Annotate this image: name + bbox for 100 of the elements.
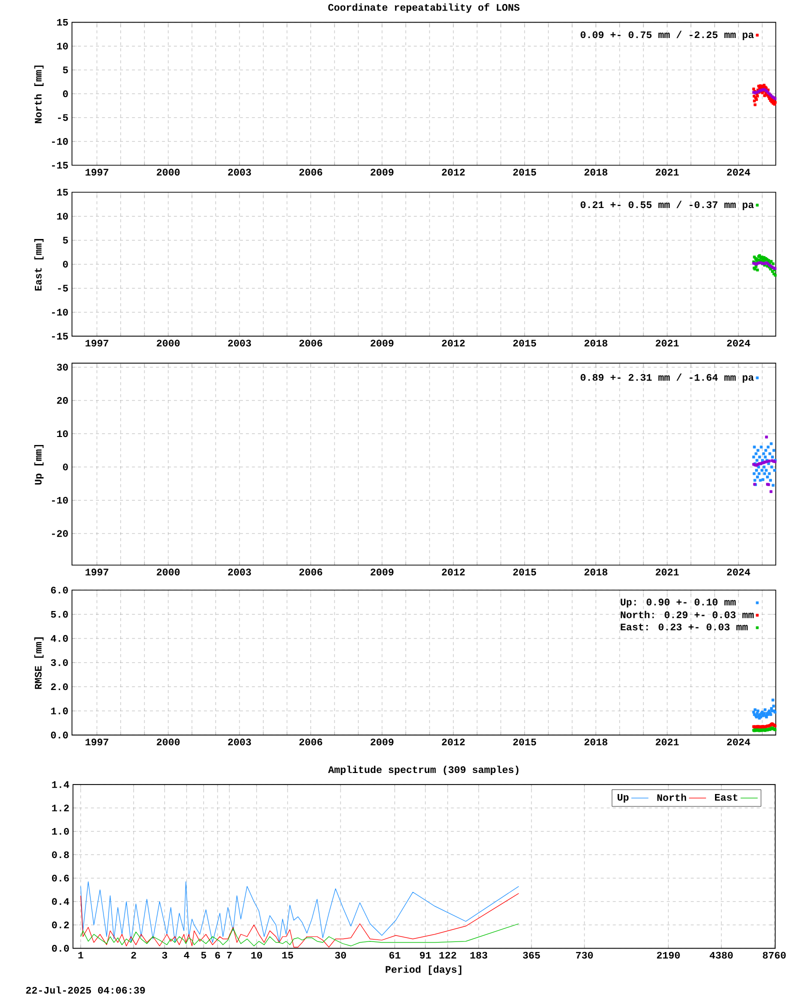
legend-label: 0.89 +- 2.31 mm / -1.64 mm pa <box>580 373 754 383</box>
x-tick-label: 61 <box>390 952 400 959</box>
x-tick-label: 1 <box>78 952 84 958</box>
x-tick-label: 5 <box>201 952 206 959</box>
y-tick-label: 30 <box>57 364 68 371</box>
y-tick-label: 0.0 <box>51 732 68 738</box>
x-tick-label: 8760 <box>762 952 786 959</box>
x-tick-label: 2003 <box>228 738 252 746</box>
y-tick-label: 15 <box>57 18 68 26</box>
y-tick-label: -15 <box>52 332 68 340</box>
x-tick-label: 2 <box>131 952 136 959</box>
x-tick-label: 3 <box>162 952 168 959</box>
y-tick-label: 10 <box>57 42 68 50</box>
x-tick-label: 2006 <box>299 168 322 176</box>
x-tick-label: 2006 <box>299 568 322 576</box>
x-tick-label: 2021 <box>656 340 679 347</box>
y-tick-label: 15 <box>57 188 68 196</box>
x-tick-label: 2024 <box>727 738 750 746</box>
x-tick-label: 2009 <box>370 168 394 176</box>
x-tick-label: 2021 <box>656 168 679 176</box>
x-tick-label: 2009 <box>370 738 394 746</box>
y-tick-label: 1.0 <box>51 708 68 714</box>
x-tick-label: 730 <box>576 952 593 959</box>
y-tick-label: -5 <box>58 284 68 292</box>
y-tick-label: -10 <box>52 496 68 504</box>
chart-title: Amplitude spectrum (309 samples) <box>328 766 519 776</box>
x-tick-label: 2012 <box>442 738 465 746</box>
x-tick-label: 2015 <box>513 568 536 576</box>
x-tick-label: 7 <box>227 952 232 958</box>
x-tick-label: 6 <box>215 952 220 959</box>
y-tick-label: 5 <box>63 236 68 244</box>
y-tick-label: 10 <box>57 430 68 438</box>
y-tick-label: 5.0 <box>51 610 68 618</box>
x-tick-label: 2015 <box>513 738 536 746</box>
x-tick-label: 2003 <box>228 340 252 347</box>
x-tick-label: 2012 <box>442 168 465 176</box>
y-tick-label: 1.2 <box>52 804 69 812</box>
y-tick-label: 1.4 <box>52 781 70 788</box>
y-tick-label: 0.0 <box>52 944 69 952</box>
y-tick-label: 2.0 <box>51 683 68 690</box>
x-tick-label: 2003 <box>228 568 252 576</box>
x-tick-label: 122 <box>440 952 456 959</box>
legend-label: North <box>657 794 686 802</box>
x-tick-label: 365 <box>523 952 540 959</box>
x-tick-label: 2012 <box>442 340 465 347</box>
x-tick-label: 30 <box>335 952 346 959</box>
y-tick-label: -10 <box>52 308 68 316</box>
x-tick-label: 2021 <box>656 568 679 576</box>
x-tick-label: 10 <box>251 952 262 959</box>
x-tick-label: 2018 <box>584 568 608 576</box>
x-tick-label: 2003 <box>228 168 252 176</box>
x-axis-title: Period [days] <box>386 966 462 975</box>
y-tick-label: 0.8 <box>52 851 70 858</box>
x-tick-label: 4380 <box>710 952 733 959</box>
y-axis-title: East [mm] <box>34 239 44 291</box>
text: 22-Jul-2025 04:06:39 <box>26 986 146 994</box>
legend-label: 0.09 +- 0.75 mm / -2.25 mm pa <box>580 30 754 40</box>
y-tick-label: 10 <box>57 212 68 220</box>
x-tick-label: 91 <box>420 952 432 959</box>
x-tick-label: 2000 <box>156 568 180 576</box>
x-tick-label: 1997 <box>86 168 108 176</box>
x-tick-label: 1997 <box>86 340 108 347</box>
y-tick-label: -5 <box>58 114 68 121</box>
chart-title: Coordinate repeatability of LONS <box>328 3 520 13</box>
y-tick-label: 0 <box>63 260 68 268</box>
x-tick-label: 2000 <box>156 340 180 347</box>
x-tick-label: 2018 <box>584 168 608 176</box>
x-tick-label: 2015 <box>513 340 536 347</box>
legend-label: North: 0.29 +- 0.03 mm <box>620 610 754 618</box>
legend-label: East: 0.23 +- 0.03 mm <box>620 624 748 630</box>
x-tick-label: 2024 <box>727 568 750 576</box>
x-tick-label: 2018 <box>584 738 608 746</box>
x-tick-label: 2024 <box>727 168 750 176</box>
legend-label: Up: 0.90 +- 0.10 mm <box>620 598 736 608</box>
x-tick-label: 4 <box>184 952 190 958</box>
y-tick-label: -15 <box>52 162 68 169</box>
y-tick-label: 20 <box>57 397 68 404</box>
y-tick-label: 0.2 <box>52 922 69 928</box>
x-tick-label: 1997 <box>86 738 108 746</box>
x-tick-label: 2006 <box>299 738 322 746</box>
legend-label: East <box>715 794 738 801</box>
legend-label: Up <box>618 794 629 803</box>
x-tick-label: 2024 <box>727 340 750 347</box>
x-tick-label: 2000 <box>156 168 180 176</box>
y-tick-label: 4.0 <box>50 635 68 642</box>
x-tick-label: 2009 <box>370 340 394 347</box>
y-axis-title: Up [mm] <box>34 444 44 485</box>
x-tick-label: 1997 <box>86 568 108 576</box>
y-tick-label: 5 <box>63 66 68 74</box>
y-axis-title: North [mm] <box>34 66 44 124</box>
y-tick-label: 0 <box>63 90 68 98</box>
y-tick-label: -20 <box>52 530 68 537</box>
x-tick-label: 2000 <box>156 738 180 746</box>
x-tick-label: 2018 <box>584 340 608 347</box>
x-tick-label: 2006 <box>299 340 322 347</box>
y-tick-label: 0.6 <box>52 874 70 882</box>
y-tick-label: 1.0 <box>52 828 69 835</box>
x-tick-label: 15 <box>282 952 294 959</box>
y-tick-label: 0.4 <box>52 898 70 905</box>
x-tick-label: 2015 <box>513 168 536 176</box>
